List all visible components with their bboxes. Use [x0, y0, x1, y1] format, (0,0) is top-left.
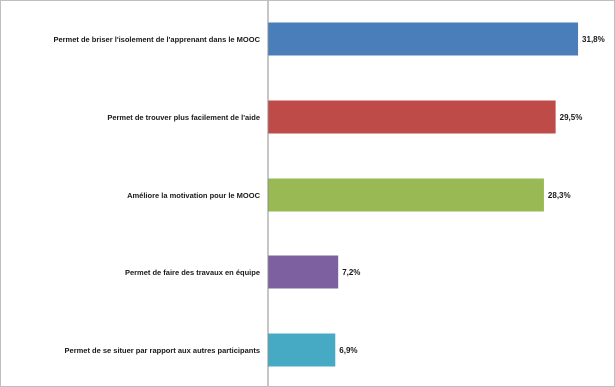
bar — [268, 100, 556, 134]
bar — [268, 333, 336, 367]
category-label: Permet de briser l'isolement de l'appren… — [53, 35, 260, 44]
value-label: 7,2% — [342, 268, 360, 277]
value-label: 31,8% — [582, 35, 605, 44]
bar — [268, 255, 339, 289]
value-label: 28,3% — [548, 191, 571, 200]
category-label: Permet de trouver plus facilement de l'a… — [107, 113, 260, 122]
bars-group: Permet de briser l'isolement de l'appren… — [53, 22, 605, 367]
value-label: 29,5% — [560, 113, 583, 122]
value-label: 6,9% — [339, 346, 357, 355]
bar — [268, 178, 544, 212]
category-label: Permet de faire des travaux en équipe — [125, 268, 260, 277]
category-label: Permet de se situer par rapport aux autr… — [65, 346, 260, 355]
bar — [268, 22, 579, 56]
category-label: Améliore la motivation pour le MOOC — [127, 191, 261, 200]
